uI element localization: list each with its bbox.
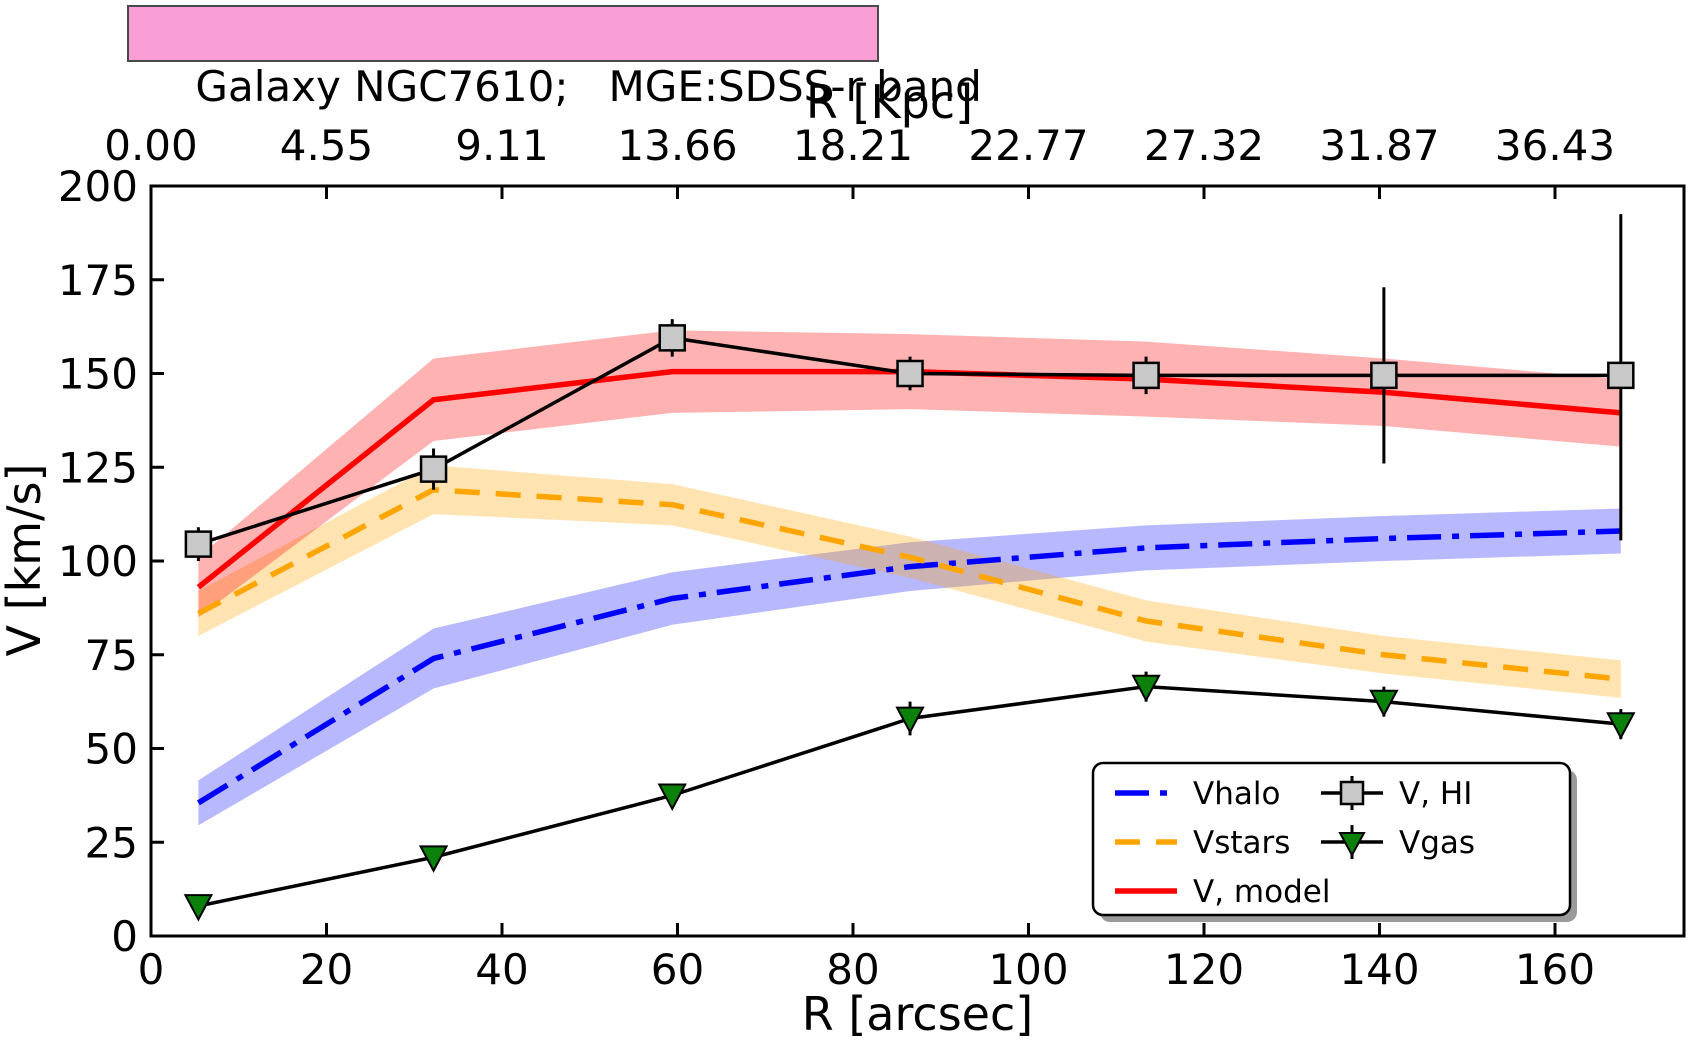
- top-tick-label: 9.11: [455, 121, 549, 170]
- x-axis-label: R [arcsec]: [802, 987, 1033, 1041]
- legend-entry-vstars: Vstars: [1115, 825, 1290, 861]
- x-tick-label: 0: [138, 945, 165, 994]
- series-vgas: [183, 671, 1636, 922]
- top-tick-label: 18.21: [793, 121, 913, 170]
- legend-label: Vgas: [1399, 825, 1475, 861]
- legend-label: V, model: [1193, 874, 1330, 910]
- legend-entry-vgas: Vgas: [1321, 825, 1475, 861]
- square-marker: [184, 530, 213, 558]
- x-tick-label: 140: [1339, 945, 1419, 994]
- y-tick-label: 200: [58, 162, 138, 211]
- top-tick-label: 0.00: [104, 121, 198, 170]
- square-marker: [1132, 361, 1160, 390]
- triangle-down-marker: [1369, 689, 1399, 718]
- y-tick-label: 175: [58, 256, 138, 305]
- square-marker: [658, 324, 686, 352]
- legend-triangle-marker: [1338, 832, 1366, 858]
- top-tick-label: 13.66: [617, 121, 737, 170]
- x-tick-label: 60: [651, 945, 704, 994]
- triangle-down-marker: [895, 706, 925, 735]
- legend-square-marker: [1339, 780, 1365, 806]
- square-marker: [1607, 361, 1635, 390]
- square-marker: [896, 359, 924, 388]
- legend-entry-vmodel: V, model: [1115, 874, 1330, 910]
- top-axis-label: R [Kpc]: [806, 75, 973, 129]
- triangle-down-marker: [418, 845, 449, 873]
- y-tick-label: 150: [58, 350, 138, 399]
- legend-entry-vhalo: Vhalo: [1115, 776, 1280, 812]
- triangle-down-marker: [183, 894, 214, 922]
- y-tick-label: 100: [58, 537, 138, 586]
- legend-entry-vhi: V, HI: [1321, 776, 1472, 812]
- axis-ticks: 0 20 40 60 80 100 120 140 160 0.00 4.55 9.11 13.66 18…: [58, 121, 1615, 994]
- y-tick-label: 125: [58, 443, 138, 492]
- top-tick-label: 22.77: [968, 121, 1088, 170]
- top-tick-label: 31.87: [1319, 121, 1439, 170]
- y-tick-label: 50: [85, 725, 138, 774]
- top-tick-label: 36.43: [1495, 121, 1615, 170]
- square-marker: [1370, 361, 1398, 390]
- x-tick-label: 160: [1515, 945, 1595, 994]
- x-tick-label: 100: [988, 945, 1068, 994]
- legend-label: V, HI: [1399, 776, 1472, 812]
- x-tick-label: 40: [475, 945, 528, 994]
- triangle-down-marker: [657, 783, 687, 812]
- top-tick-label: 27.32: [1144, 121, 1264, 170]
- x-tick-label: 120: [1164, 945, 1244, 994]
- legend-box: [1091, 761, 1572, 917]
- series-vhi: [184, 214, 1635, 561]
- y-axis-label: V [km/s]: [0, 464, 51, 657]
- top-tick-label: 4.55: [280, 121, 374, 170]
- band-vhalo: [198, 508, 1621, 826]
- legend: Vhalo Vstars V, model V, HI Vgas: [1091, 761, 1577, 922]
- y-tick-label: 75: [85, 631, 138, 680]
- plot-area: [183, 214, 1636, 922]
- x-tick-label: 80: [826, 945, 879, 994]
- line-vhalo: [196, 528, 1621, 806]
- triangle-down-marker: [1606, 712, 1636, 740]
- y-tick-label: 0: [111, 912, 138, 961]
- figure-title: Galaxy NGC7610; MGE:SDSS-r band: [195, 62, 982, 111]
- square-marker: [419, 455, 448, 483]
- x-tick-label: 20: [300, 945, 353, 994]
- y-tick-label: 25: [85, 818, 138, 867]
- title-badge: Galaxy NGC7610; MGE:SDSS-r band: [127, 5, 982, 111]
- legend-label: Vhalo: [1193, 776, 1280, 812]
- triangle-down-marker: [1131, 674, 1161, 703]
- legend-label: Vstars: [1193, 825, 1290, 861]
